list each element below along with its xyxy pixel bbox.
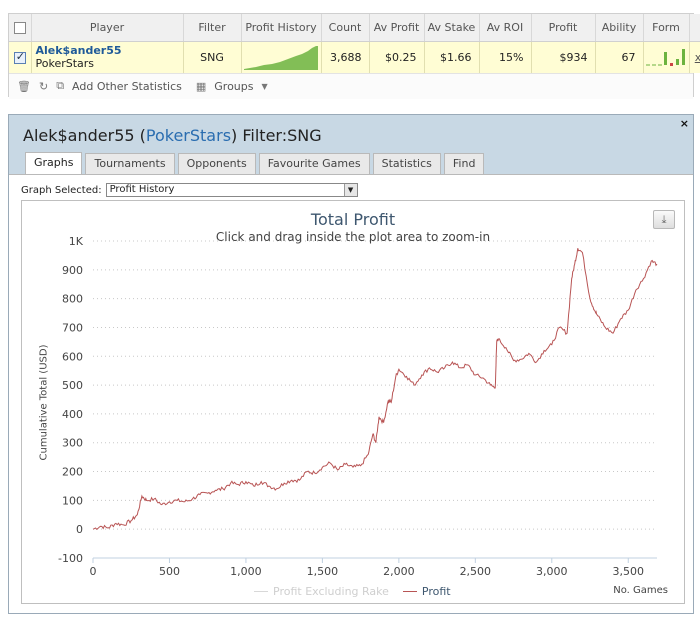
x-tick-label: 3,000 <box>536 565 568 578</box>
y-tick-label: 1K <box>69 235 84 248</box>
title-paren: ( <box>134 126 146 145</box>
x-tick-label: 1,500 <box>307 565 339 578</box>
tab-statistics[interactable]: Statistics <box>372 153 441 174</box>
graph-selected-label: Graph Selected: <box>21 184 102 196</box>
tab-favourite-games[interactable]: Favourite Games <box>258 153 370 174</box>
trash-icon[interactable]: 🗑 <box>17 79 31 93</box>
y-tick-label: 900 <box>62 264 83 277</box>
player-cell[interactable]: Alek$ander55 PokerStars <box>31 41 184 73</box>
col-header-profit[interactable]: Profit <box>531 14 596 42</box>
col-header-profit-history[interactable]: Profit History <box>241 14 322 42</box>
title-player: Alek$ander55 <box>23 126 135 145</box>
tab-find[interactable]: Find <box>443 153 485 174</box>
legend-item-profit-excluding-rake[interactable]: Profit Excluding Rake <box>254 585 389 598</box>
profit-cell: $934 <box>531 41 596 73</box>
table-header-row: Player Filter Profit History Count Av Pr… <box>9 14 700 42</box>
col-header-form[interactable]: Form <box>643 14 690 42</box>
groups-icon[interactable]: ▦ <box>195 79 207 93</box>
graph-type-select[interactable]: Profit History ▼ <box>105 183 358 197</box>
y-axis-title: Cumulative Total (USD) <box>38 344 50 461</box>
x-tick-label: 0 <box>90 565 97 578</box>
x-tick-label: 3,500 <box>612 565 644 578</box>
select-all-checkbox[interactable] <box>13 21 26 34</box>
close-icon[interactable]: × <box>679 117 689 130</box>
tab-opponents[interactable]: Opponents <box>177 153 256 174</box>
profit-history-sparkline <box>244 45 318 70</box>
form-cell <box>643 41 690 73</box>
y-tick-label: 100 <box>62 494 83 507</box>
legend-item-profit[interactable]: Profit <box>402 585 451 598</box>
graph-select-row: Graph Selected: Profit History ▼ <box>21 183 358 197</box>
av-roi-cell: 15% <box>479 41 532 73</box>
legend-swatch <box>402 591 417 592</box>
panel-title: Alek$ander55 (PokerStars) Filter:SNG <box>23 126 322 145</box>
y-tick-label: 600 <box>62 350 83 363</box>
legend-label: Profit Excluding Rake <box>273 585 389 598</box>
graphs-tab-content: Graph Selected: Profit History ▼ -100 0 10… <box>9 174 693 613</box>
col-header-count[interactable]: Count <box>321 14 370 42</box>
chart-subtitle: Click and drag inside the plot area to z… <box>215 230 491 244</box>
player-site: PokerStars <box>35 57 95 70</box>
x-tick-label: 2,000 <box>383 565 415 578</box>
col-header-filter[interactable]: Filter <box>183 14 242 42</box>
y-tick-label: 300 <box>62 437 83 450</box>
add-other-statistics-button[interactable]: Add Other Statistics <box>72 79 182 93</box>
refresh-icon[interactable]: ↻ <box>38 79 49 93</box>
x-tick-label: 1,000 <box>230 565 261 578</box>
remove-row-button[interactable]: x <box>689 41 700 73</box>
count-cell: 3,688 <box>321 41 370 73</box>
tab-graphs[interactable]: Graphs <box>25 152 83 175</box>
y-tick-label: 0 <box>76 523 83 536</box>
profit-history-sparkline-cell <box>241 41 322 73</box>
y-tick-label: -100 <box>58 552 83 565</box>
av-stake-cell: $1.66 <box>424 41 480 73</box>
col-header-av-stake[interactable]: Av Stake <box>424 14 480 42</box>
player-detail-panel: × Alek$ander55 (PokerStars) Filter:SNG G… <box>8 114 694 614</box>
row-checkbox-cell[interactable] <box>9 41 32 73</box>
filter-cell: SNG <box>183 41 242 73</box>
col-header-blank <box>689 14 700 42</box>
chart-title: Total Profit <box>310 210 396 229</box>
col-header-av-profit[interactable]: Av Profit <box>369 14 425 42</box>
chart-plot-area[interactable]: -100 0 100 200 300 400 500 600 700 800 900 1K 0 500 1,… <box>22 201 686 605</box>
title-site-link[interactable]: PokerStars <box>145 126 232 145</box>
av-profit-cell: $0.25 <box>369 41 425 73</box>
series-line-profit <box>92 248 658 530</box>
select-all-header[interactable] <box>9 14 32 42</box>
player-stats-table: Player Filter Profit History Count Av Pr… <box>8 13 700 99</box>
form-bar-chart <box>646 48 685 66</box>
graph-type-value: Profit History <box>109 184 175 195</box>
y-tick-label: 700 <box>62 321 83 334</box>
player-name-link[interactable]: Alek$ander55 <box>35 44 122 57</box>
add-stats-icon[interactable]: ⧉ <box>56 79 65 92</box>
col-header-av-roi[interactable]: Av ROI <box>479 14 532 42</box>
x-tick-label: 2,500 <box>460 565 492 578</box>
x-tick-label: 500 <box>159 565 180 578</box>
panel-tabs: Graphs Tournaments Opponents Favourite G… <box>25 152 485 175</box>
x-axis-title: No. Games <box>613 585 668 596</box>
tab-tournaments[interactable]: Tournaments <box>85 153 175 174</box>
row-checkbox[interactable] <box>13 50 26 64</box>
stats-toolbar: 🗑 ↻ ⧉ Add Other Statistics ▦ Groups ▼ <box>9 72 693 99</box>
y-tick-label: 200 <box>62 466 83 479</box>
groups-dropdown[interactable]: Groups <box>214 79 254 93</box>
ability-cell: 67 <box>595 41 644 73</box>
chevron-down-icon[interactable]: ▼ <box>343 184 357 196</box>
y-tick-label: 800 <box>62 293 83 306</box>
title-filter: ) Filter:SNG <box>231 126 322 145</box>
download-icon[interactable]: ⤓ <box>653 210 675 229</box>
profit-chart[interactable]: -100 0 100 200 300 400 500 600 700 800 900 1K 0 500 1,… <box>21 200 685 604</box>
col-header-ability[interactable]: Ability <box>595 14 644 42</box>
chevron-down-icon[interactable]: ▼ <box>261 81 268 91</box>
y-tick-label: 500 <box>62 379 83 392</box>
col-header-player[interactable]: Player <box>31 14 184 42</box>
legend-label: Profit <box>421 585 451 598</box>
chart-legend: Profit Excluding Rake Profit <box>254 585 451 598</box>
legend-swatch <box>254 591 268 592</box>
y-tick-label: 400 <box>62 408 83 421</box>
table-row[interactable]: Alek$ander55 PokerStars SNG 3,688 $0.25 … <box>9 41 700 73</box>
